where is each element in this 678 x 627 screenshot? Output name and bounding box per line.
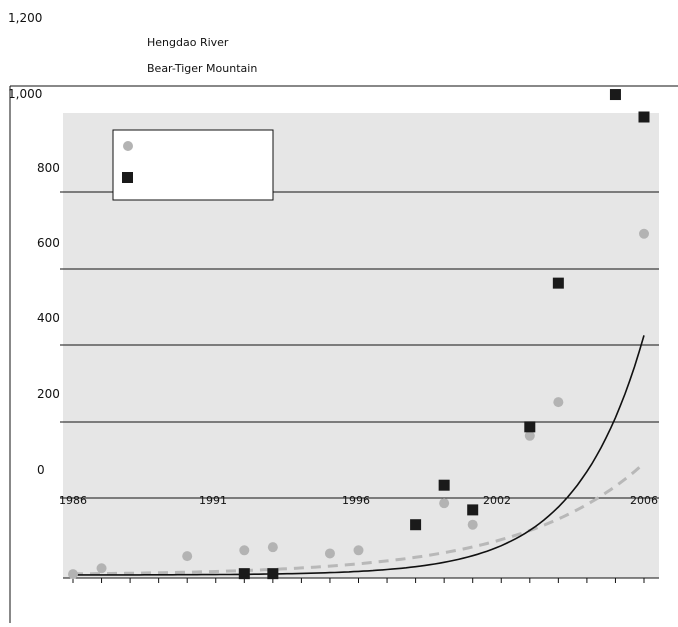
data-point-hengdao-river bbox=[639, 228, 649, 239]
data-point-hengdao-river bbox=[439, 498, 450, 509]
data-point-bear-tiger-mountain bbox=[552, 277, 564, 289]
data-point-bear-tiger-mountain bbox=[410, 519, 422, 531]
x-tick-labels: 1986 1991 1996 2002 2006 bbox=[59, 494, 658, 507]
legend-square-marker bbox=[122, 172, 133, 183]
legend bbox=[112, 129, 274, 201]
data-point-hengdao-river bbox=[68, 569, 78, 580]
y-tick-label: 1,200 bbox=[8, 11, 42, 25]
legend-label-hengdao-river: Hengdao River bbox=[147, 36, 229, 49]
y-tick-label: 200 bbox=[37, 387, 60, 401]
data-point-bear-tiger-mountain bbox=[638, 111, 650, 123]
data-point-hengdao-river bbox=[96, 563, 107, 574]
y-tick-label: 1,000 bbox=[8, 87, 42, 101]
trend-lines bbox=[72, 335, 645, 576]
data-point-hengdao-river bbox=[553, 397, 564, 408]
y-tick-label: 400 bbox=[37, 311, 60, 325]
data-point-hengdao-river bbox=[182, 551, 193, 562]
data-point-hengdao-river bbox=[524, 430, 535, 441]
data-point-hengdao-river bbox=[467, 519, 478, 530]
legend-box bbox=[112, 129, 274, 201]
data-point-bear-tiger-mountain bbox=[609, 89, 621, 101]
data-point-hengdao-river bbox=[353, 545, 364, 556]
data-point-hengdao-river bbox=[267, 542, 278, 553]
data-point-bear-tiger-mountain bbox=[438, 479, 450, 491]
data-point-hengdao-river bbox=[324, 548, 335, 559]
data-point-bear-tiger-mountain bbox=[267, 568, 279, 580]
legend-label-bear-tiger-mountain: Bear-Tiger Mountain bbox=[147, 62, 257, 75]
y-tick-label: 600 bbox=[37, 236, 60, 250]
trend-line-hengdao-river bbox=[72, 462, 645, 576]
data-point-hengdao-river bbox=[239, 545, 250, 556]
y-tick-label: 0 bbox=[37, 463, 45, 477]
y-tick-labels: 1,200 1,000 800 600 400 200 0 bbox=[8, 11, 60, 477]
x-tick-label: 2006 bbox=[630, 494, 658, 507]
data-point-bear-tiger-mountain bbox=[524, 421, 536, 433]
data-point-bear-tiger-mountain bbox=[467, 504, 479, 516]
trend-line-bear-tiger-mountain bbox=[73, 335, 645, 576]
x-tick-label: 2002 bbox=[483, 494, 511, 507]
x-tick-label: 1991 bbox=[199, 494, 227, 507]
x-tick-label: 1996 bbox=[342, 494, 370, 507]
data-point-bear-tiger-mountain bbox=[238, 568, 250, 580]
x-tick-label: 1986 bbox=[59, 494, 87, 507]
data-points bbox=[68, 89, 650, 580]
y-tick-label: 800 bbox=[37, 161, 60, 175]
legend-circle-marker bbox=[123, 141, 133, 151]
x-axis-minor-ticks bbox=[72, 578, 645, 583]
